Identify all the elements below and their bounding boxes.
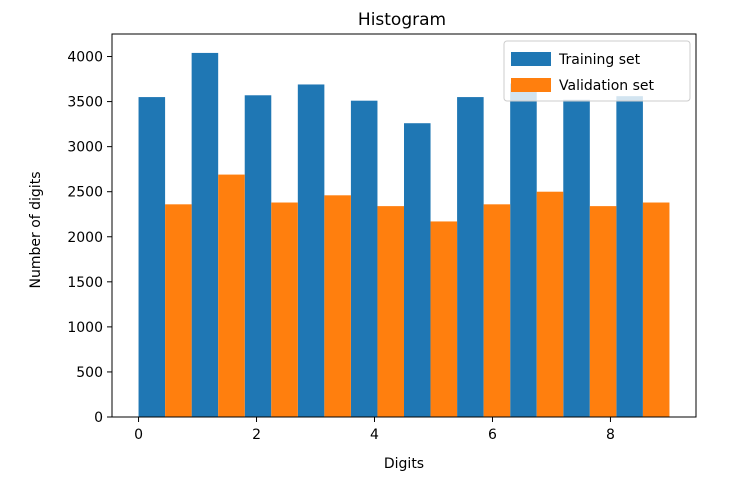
bar-training-1 <box>191 52 219 417</box>
bar-validation-9 <box>642 202 670 417</box>
x-axis-ticks: 0 2 4 6 8 <box>134 417 615 443</box>
bar-training-9 <box>616 96 643 417</box>
x-tick-label: 0 <box>134 427 143 443</box>
bar-training-6 <box>457 97 484 418</box>
bar-validation-0 <box>165 204 192 417</box>
y-tick-label: 2000 <box>67 230 103 246</box>
y-tick-label: 3000 <box>67 140 103 156</box>
bar-training-4 <box>350 100 378 417</box>
y-tick-label: 0 <box>94 410 103 426</box>
legend-swatch-validation <box>511 78 551 92</box>
bar-validation-2 <box>271 202 298 417</box>
bar-training-0 <box>138 97 166 418</box>
legend-swatch-training <box>511 52 551 66</box>
bar-validation-5 <box>430 221 458 417</box>
legend: Training set Validation set <box>503 40 691 102</box>
bar-validation-4 <box>377 206 404 417</box>
x-tick-label: 8 <box>606 427 615 443</box>
legend-label-validation: Validation set <box>559 78 654 94</box>
y-axis-ticks: 0 500 1000 1500 2000 2500 3000 3500 4000 <box>67 50 112 426</box>
bar-validation-1 <box>218 174 245 417</box>
y-tick-label: 1000 <box>67 320 103 336</box>
plot-frame <box>111 33 697 418</box>
bar-training-5 <box>404 123 431 418</box>
bar-training-7 <box>510 83 537 418</box>
bar-training-8 <box>563 99 590 417</box>
bar-validation-3 <box>324 195 351 417</box>
y-axis-label: Number of digits <box>28 172 44 289</box>
bar-training-3 <box>297 84 325 417</box>
x-tick-label: 6 <box>488 427 497 443</box>
y-tick-label: 500 <box>76 365 103 381</box>
y-tick-label: 2500 <box>67 185 103 201</box>
y-tick-label: 3500 <box>67 95 103 111</box>
y-tick-label: 1500 <box>67 275 103 291</box>
bar-validation-6 <box>483 204 511 417</box>
bar-validation-8 <box>589 206 617 417</box>
x-tick-label: 4 <box>370 427 379 443</box>
x-tick-label: 2 <box>252 427 261 443</box>
bar-validation-7 <box>536 191 564 417</box>
y-tick-label: 4000 <box>67 50 103 66</box>
bars-group <box>138 52 670 418</box>
chart-title: Histogram <box>358 10 446 30</box>
legend-label-training: Training set <box>558 52 641 68</box>
x-axis-label: Digits <box>384 456 424 472</box>
bar-training-2 <box>244 95 272 417</box>
